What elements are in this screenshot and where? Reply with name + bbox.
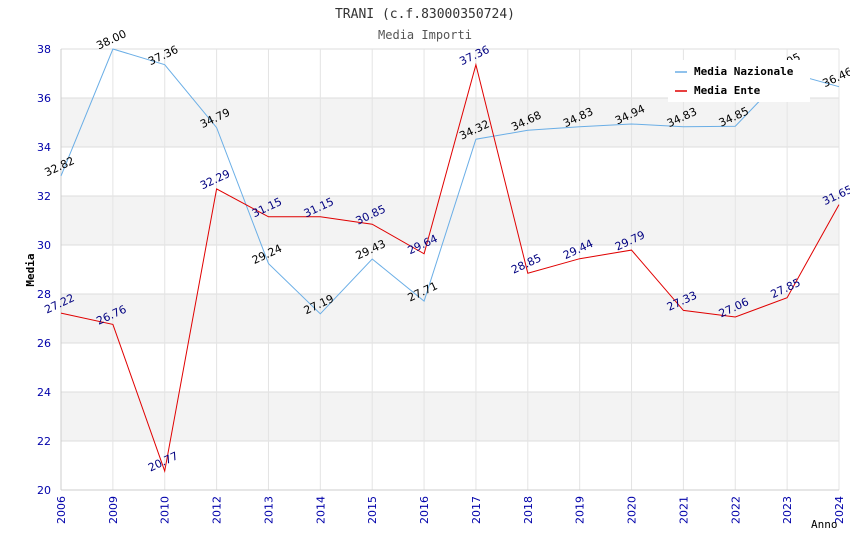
data-label-media-nazionale: 32.82 [42, 154, 76, 179]
legend-label-media-ente: Media Ente [694, 84, 761, 97]
x-tick-label: 2023 [781, 496, 794, 524]
y-tick-label: 30 [37, 239, 51, 252]
legend-box [668, 60, 810, 102]
series-line-media-ente [60, 62, 840, 474]
x-tick-label: 2022 [729, 496, 742, 524]
y-tick-label: 34 [37, 141, 51, 154]
data-label-media-nazionale: 29.24 [250, 242, 284, 267]
series-line-media-nazionale [60, 48, 840, 315]
y-axis-label: Media [24, 253, 37, 286]
legend-label-media-nazionale: Media Nazionale [694, 65, 794, 78]
y-tick-label: 32 [37, 190, 51, 203]
chart-title: TRANI (c.f.83000350724) [335, 7, 515, 22]
x-tick-label: 2018 [522, 496, 535, 524]
chart-subtitle: Media Importi [378, 28, 472, 42]
series-lines [60, 48, 840, 474]
x-tick-label: 2012 [211, 496, 224, 524]
x-tick-label: 2006 [55, 496, 68, 524]
x-tick-label: 2017 [470, 496, 483, 524]
x-tick-label: 2014 [314, 496, 327, 524]
x-tick-label: 2013 [262, 496, 275, 524]
x-axis-ticks: 2006 2009 2010 2012 2013 2014 2015 2016 2017 2018… [55, 496, 846, 524]
y-tick-label: 20 [37, 484, 51, 497]
y-tick-label: 38 [37, 43, 51, 56]
grid-band [61, 294, 839, 343]
y-tick-label: 26 [37, 337, 51, 350]
x-tick-label: 2020 [626, 496, 639, 524]
data-label-media-ente: 32.29 [198, 167, 232, 192]
x-tick-label: 2016 [418, 496, 431, 524]
grid-band [61, 392, 839, 441]
data-label-media-ente: 37.36 [457, 43, 491, 68]
legend: Media Nazionale Media Ente [668, 60, 810, 102]
x-tick-label: 2024 [833, 496, 846, 524]
y-tick-label: 22 [37, 435, 51, 448]
y-tick-label: 28 [37, 288, 51, 301]
axes [60, 49, 839, 491]
x-tick-label: 2009 [107, 496, 120, 524]
data-label-media-ente: 20.77 [146, 449, 180, 474]
x-tick-label: 2019 [574, 496, 587, 524]
y-tick-label: 24 [37, 386, 51, 399]
x-tick-label: 2010 [159, 496, 172, 524]
x-tick-label: 2015 [366, 496, 379, 524]
x-tick-label: 2021 [677, 496, 690, 524]
y-tick-label: 36 [37, 92, 51, 105]
y-axis-ticks: 20 22 24 26 28 30 32 34 36 38 [37, 43, 51, 497]
data-label-media-ente: 28.85 [509, 251, 543, 276]
x-axis-label: Anno [811, 518, 838, 531]
grid-band [61, 98, 839, 147]
data-label-media-nazionale: 36.46 [820, 65, 850, 90]
grid-bands [61, 98, 839, 441]
